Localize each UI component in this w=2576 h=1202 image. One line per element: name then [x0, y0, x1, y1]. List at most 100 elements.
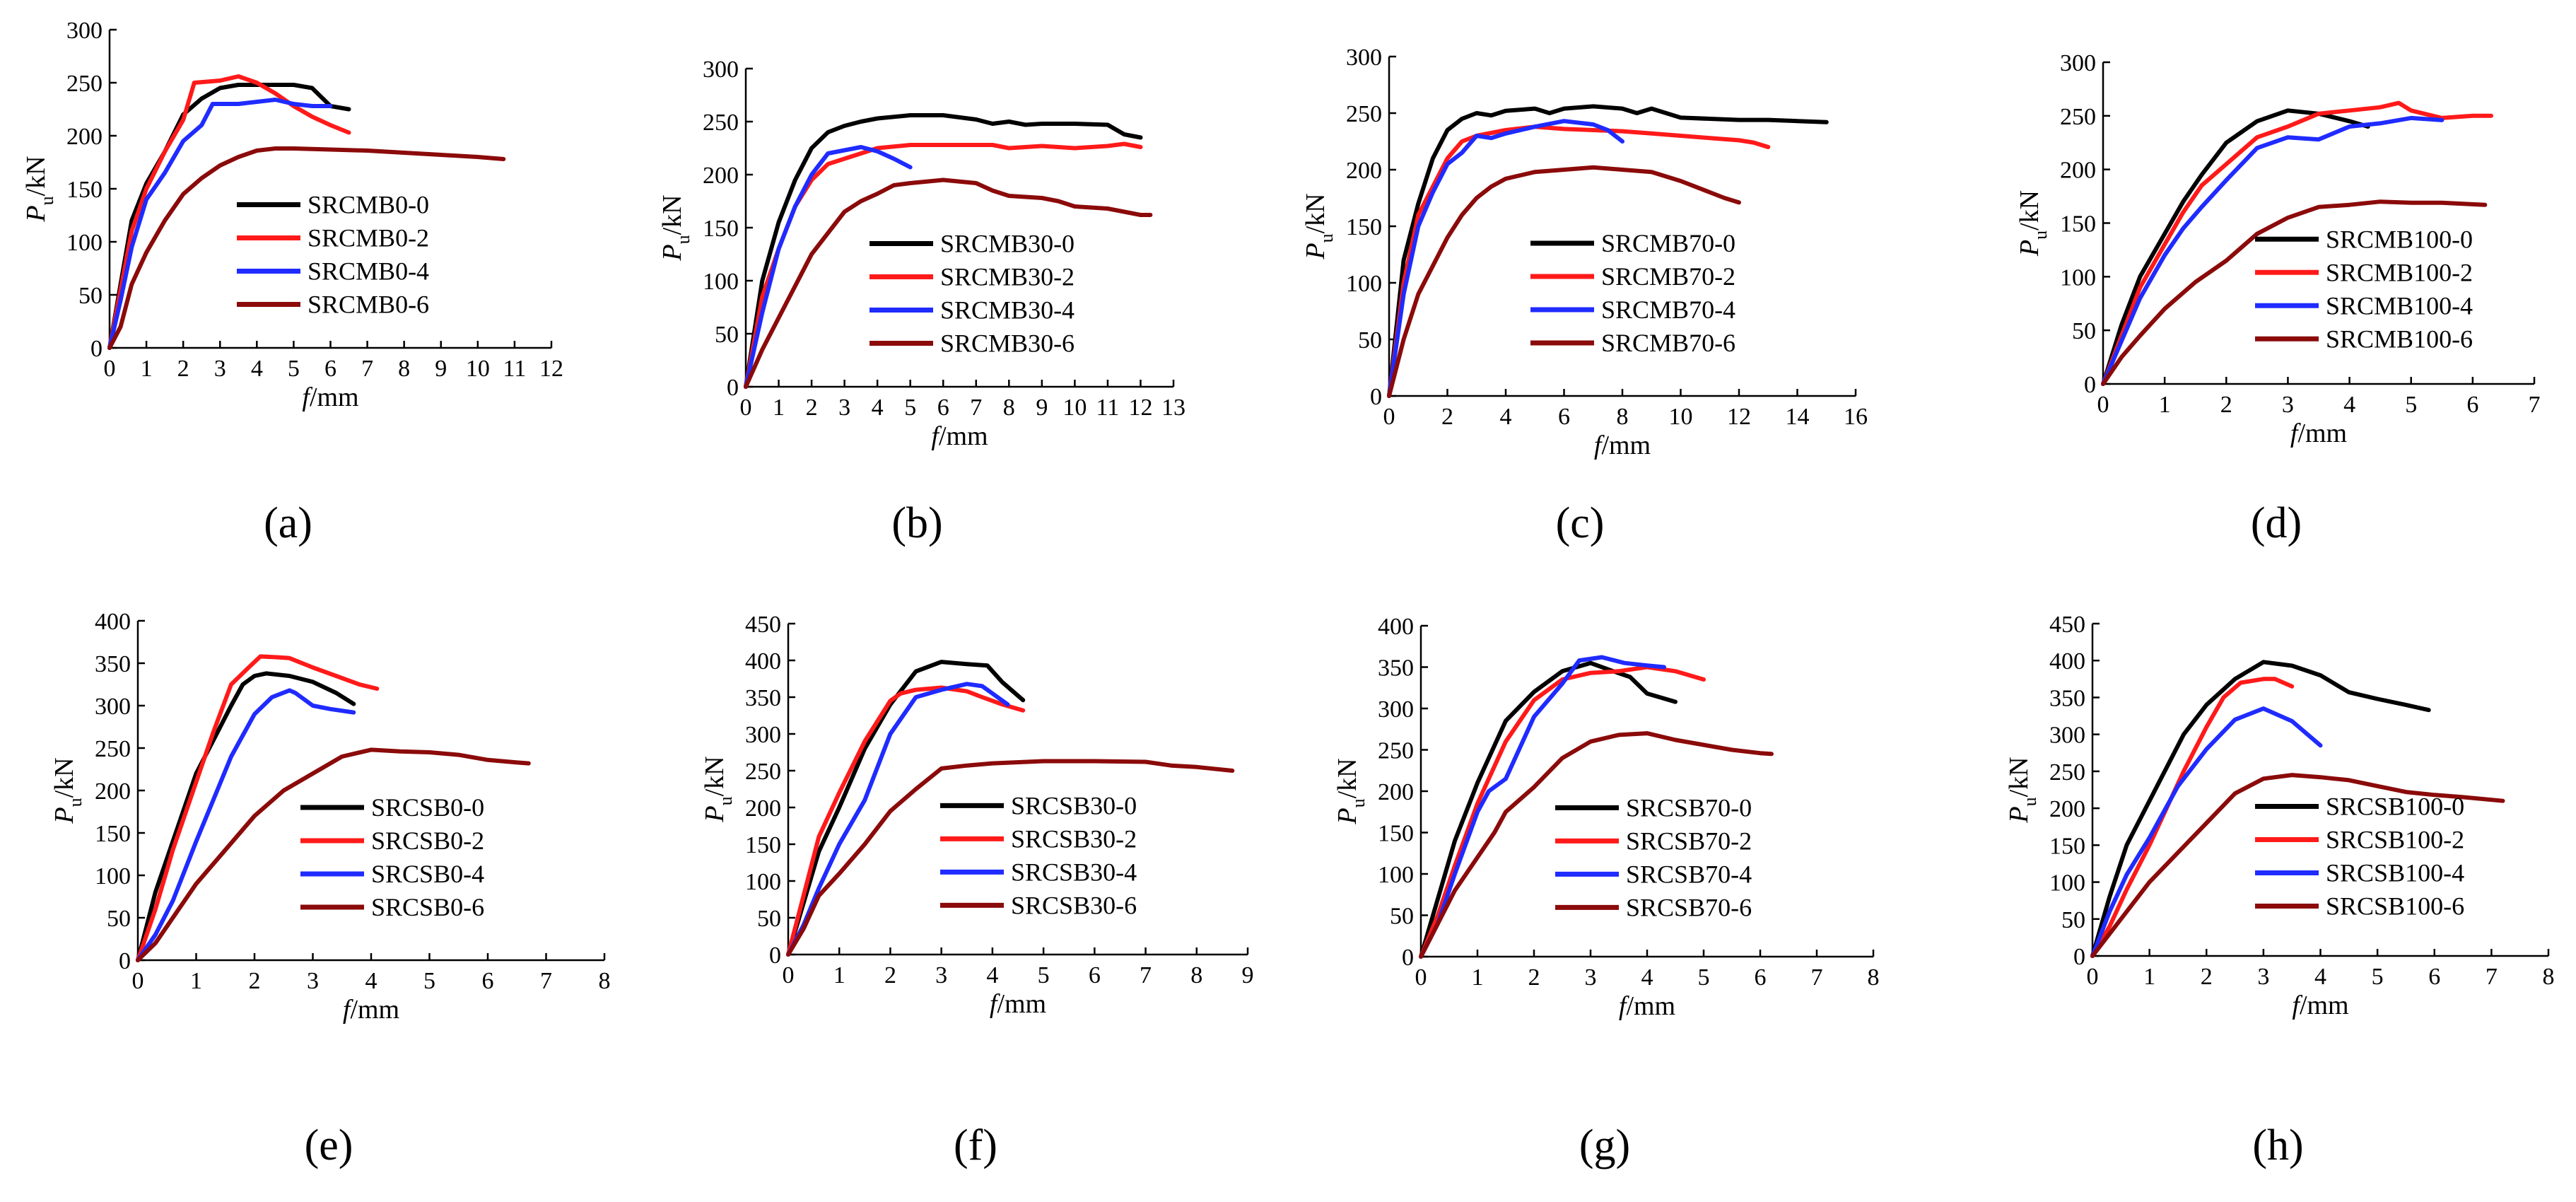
x-axis-label: f/mm — [302, 383, 358, 412]
y-tick-label: 150 — [95, 821, 131, 847]
series-line-SRCMB100-4 — [2101, 115, 2445, 386]
x-tick-label: 5 — [904, 395, 916, 421]
x-tick-label: 8 — [1190, 962, 1202, 988]
y-tick-label: 150 — [1378, 821, 1414, 847]
legend-label-SRCMB30-0: SRCMB30-0 — [940, 230, 1075, 258]
x-tick-label: 3 — [838, 395, 850, 421]
chart-panel-6: 0 1 2 3 4 5 6 7 8 9050100150200250300350400450Pu/… — [700, 612, 1254, 1169]
chart-panel-4: 0 1 2 3 4 5 6 7 0 50 100 150 200 250 300 Pu/kN f/mm SRCMB… — [2015, 50, 2541, 547]
panel-caption: (c) — [1556, 499, 1605, 547]
y-tick-label: 0 — [769, 943, 781, 969]
x-label-unit: /mm — [1626, 991, 1675, 1021]
y-tick-label: 200 — [1346, 158, 1382, 184]
panel-caption: (b) — [891, 499, 942, 547]
y-label-unit: /kN — [1301, 193, 1330, 233]
x-label-unit: /mm — [997, 989, 1046, 1019]
y-tick-label: 250 — [1346, 101, 1382, 127]
y-tick-label: 200 — [66, 124, 103, 150]
y-tick-label: 300 — [745, 722, 781, 748]
series-line-SRCSB0-6 — [136, 747, 531, 962]
legend-label-SRCSB30-2: SRCSB30-2 — [1011, 824, 1137, 853]
x-tick-label: 16 — [1844, 404, 1868, 430]
x-tick-label: 6 — [1089, 962, 1101, 988]
x-tick-label: 0 — [104, 356, 116, 382]
panel-caption: (h) — [2252, 1121, 2303, 1169]
y-tick-label: 300 — [2049, 723, 2085, 749]
x-tick-label: 11 — [1096, 395, 1120, 421]
x-tick-label: 0 — [1415, 964, 1427, 991]
y-tick-label: 100 — [66, 230, 103, 256]
x-axis-label: f/mm — [2290, 419, 2347, 448]
series-line-SRCMB0-6 — [107, 146, 506, 350]
chart-panel-1: 0 1 2 3 4 5 6 7 8 9 10 11 12050100150200250300Pu/kNf… — [21, 18, 563, 547]
series-line-SRCSB30-2 — [786, 685, 1026, 957]
x-tick-label: 14 — [1786, 404, 1810, 430]
legend-label-SRCSB70-6: SRCSB70-6 — [1626, 893, 1752, 921]
y-tick-label: 150 — [745, 832, 781, 858]
x-tick-label: 12 — [1128, 395, 1152, 421]
legend-label-SRCMB100-0: SRCMB100-0 — [2326, 225, 2473, 253]
y-tick-label: 50 — [107, 906, 131, 932]
legend-label-SRCSB0-4: SRCSB0-4 — [371, 860, 484, 888]
x-tick-label: 9 — [1036, 395, 1048, 421]
y-axis-label: Pu/kN — [49, 757, 86, 824]
y-label-unit: /kN — [700, 756, 730, 796]
x-tick-label: 7 — [2529, 392, 2541, 418]
x-tick-label: 0 — [2087, 964, 2099, 990]
chart-panel-7: 0 1 2 3 4 5 6 7 8 0 50 100 150 200 250 300 350 400 Pu/kN f/… — [1333, 614, 1880, 1169]
x-tick-label: 2 — [1441, 404, 1453, 430]
legend-label-SRCMB100-2: SRCMB100-2 — [2326, 258, 2473, 286]
legend-label-SRCSB100-2: SRCSB100-2 — [2326, 826, 2464, 854]
x-tick-label: 6 — [1755, 964, 1767, 991]
x-label-unit: /mm — [2300, 991, 2349, 1020]
x-axis-label: f/mm — [2292, 991, 2348, 1020]
y-tick-label: 50 — [1358, 327, 1382, 354]
series-line-SRCMB70-0 — [1387, 104, 1829, 398]
y-tick-label: 100 — [2060, 264, 2096, 291]
legend-label-SRCSB100-4: SRCSB100-4 — [2326, 859, 2464, 887]
x-label-unit: /mm — [939, 421, 988, 451]
x-tick-label: 3 — [2257, 964, 2269, 990]
x-tick-label: 7 — [540, 968, 552, 994]
y-tick-label: 350 — [95, 651, 131, 677]
legend-label-SRCSB70-0: SRCSB70-0 — [1626, 793, 1752, 822]
x-tick-label: 2 — [884, 962, 896, 988]
y-label-variable: P — [21, 205, 51, 222]
x-tick-label: 6 — [324, 356, 336, 382]
y-tick-label: 150 — [2060, 211, 2096, 238]
legend-label-SRCSB70-4: SRCSB70-4 — [1626, 860, 1752, 888]
x-tick-label: 8 — [1003, 395, 1015, 421]
series-line-SRCSB30-0 — [786, 660, 1026, 957]
x-tick-label: 7 — [1811, 964, 1823, 991]
x-tick-label: 8 — [398, 356, 410, 382]
x-tick-label: 6 — [2466, 392, 2478, 418]
y-label-subscript: u — [1348, 798, 1369, 807]
x-tick-label: 3 — [2282, 392, 2294, 418]
x-tick-label: 8 — [599, 968, 611, 994]
x-tick-label: 4 — [986, 962, 998, 988]
x-tick-label: 1 — [833, 962, 845, 988]
y-label-unit: /kN — [21, 156, 51, 196]
chart-panel-8: 0 1 2 3 4 5 6 7 8 0 50 100 150 200 250 300 350 400 450 Pu/k… — [2004, 612, 2555, 1169]
y-tick-label: 400 — [2049, 648, 2085, 675]
x-tick-label: 11 — [503, 356, 527, 382]
x-tick-label: 4 — [2343, 392, 2355, 418]
y-tick-label: 50 — [2072, 318, 2096, 344]
y-axis-label: Pu/kN — [2004, 757, 2040, 823]
series-line-SRCMB70-6 — [1387, 165, 1741, 398]
series-line-SRCSB100-6 — [2090, 773, 2505, 958]
y-tick-label: 100 — [1346, 271, 1382, 297]
y-label-subscript: u — [673, 235, 693, 244]
y-label-subscript: u — [2020, 797, 2040, 806]
y-tick-label: 200 — [2060, 158, 2096, 184]
x-tick-label: 0 — [2097, 392, 2109, 418]
y-tick-label: 200 — [703, 163, 739, 189]
y-tick-label: 350 — [745, 685, 781, 711]
x-tick-label: 2 — [177, 356, 189, 382]
y-label-variable: P — [1333, 807, 1362, 824]
panel-caption: (a) — [264, 499, 312, 547]
legend-label-SRCMB100-4: SRCMB100-4 — [2326, 291, 2473, 320]
y-tick-label: 0 — [119, 948, 131, 974]
y-tick-label: 150 — [1346, 214, 1382, 240]
y-tick-label: 150 — [2049, 833, 2085, 859]
